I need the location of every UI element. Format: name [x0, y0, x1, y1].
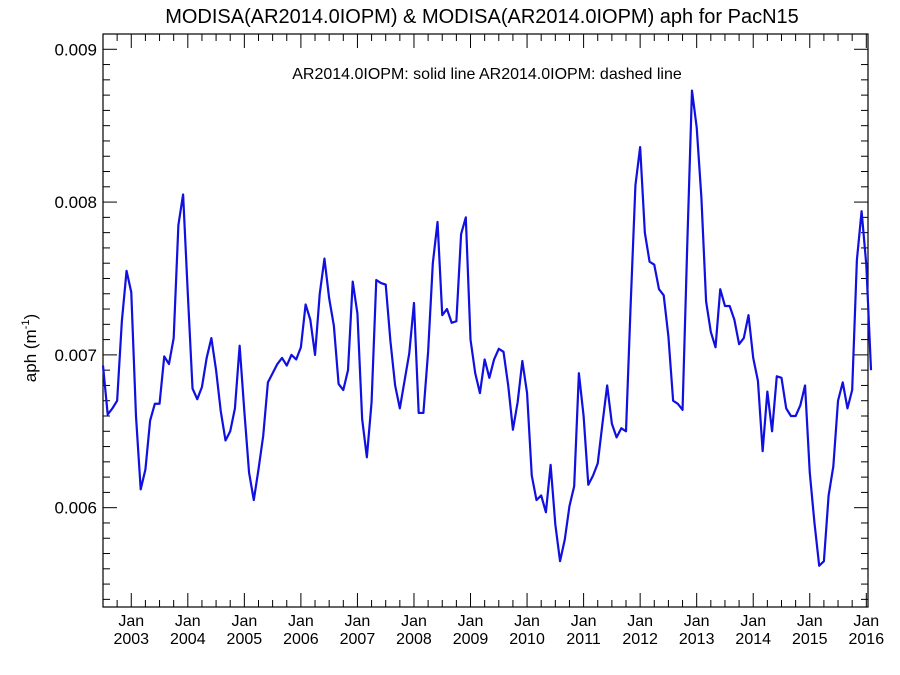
plot-frame — [102, 33, 869, 608]
x-tick-month-label: Jan — [458, 613, 484, 630]
x-tick-month-label: Jan — [231, 613, 257, 630]
x-tick-month-label: Jan — [288, 613, 314, 630]
y-axis-label-close: ) — [21, 314, 40, 320]
x-tick-month-label: Jan — [514, 613, 540, 630]
y-axis-label-group: aph (m-1) — [20, 314, 40, 382]
chart-annotation: AR2014.0IOPM: solid line AR2014.0IOPM: d… — [292, 66, 682, 83]
x-tick-month-label: Jan — [118, 613, 144, 630]
x-tick-month-label: Jan — [175, 613, 201, 630]
x-tick-year-label: 2006 — [283, 631, 319, 648]
x-tick-year-label: 2012 — [622, 631, 658, 648]
y-tick-label: 0.006 — [54, 499, 97, 518]
series-line-solid — [101, 89, 873, 567]
x-tick-month-label: Jan — [345, 613, 371, 630]
y-tick-label: 0.009 — [54, 40, 97, 59]
x-tick-year-label: 2016 — [849, 631, 885, 648]
x-tick-year-label: 2004 — [170, 631, 206, 648]
y-tick-label: 0.007 — [54, 346, 97, 365]
x-tick-month-label: Jan — [571, 613, 597, 630]
x-tick-month-label: Jan — [797, 613, 823, 630]
x-tick-month-label: Jan — [627, 613, 653, 630]
axis-ticks — [103, 33, 868, 607]
chart-title: MODISA(AR2014.0IOPM) & MODISA(AR2014.0IO… — [165, 6, 799, 28]
series-layer — [101, 89, 873, 567]
axis-tick-labels: 0.0060.0070.0080.009Jan2003Jan2004Jan200… — [54, 40, 884, 648]
x-tick-year-label: 2005 — [227, 631, 263, 648]
x-tick-month-label: Jan — [684, 613, 710, 630]
y-axis-label-text: aph (m — [21, 329, 40, 382]
y-tick-label: 0.008 — [54, 193, 97, 212]
x-tick-year-label: 2010 — [509, 631, 545, 648]
y-axis-label-superscript: -1 — [20, 319, 32, 329]
x-tick-year-label: 2011 — [566, 631, 601, 648]
x-tick-year-label: 2009 — [453, 631, 489, 648]
x-tick-year-label: 2014 — [735, 631, 771, 648]
x-tick-year-label: 2013 — [679, 631, 715, 648]
x-tick-month-label: Jan — [853, 613, 879, 630]
x-tick-year-label: 2003 — [113, 631, 149, 648]
x-tick-year-label: 2008 — [396, 631, 432, 648]
x-tick-month-label: Jan — [401, 613, 427, 630]
x-tick-year-label: 2015 — [792, 631, 828, 648]
y-axis-label: aph (m-1) — [20, 314, 40, 382]
x-tick-month-label: Jan — [740, 613, 766, 630]
x-tick-year-label: 2007 — [340, 631, 376, 648]
